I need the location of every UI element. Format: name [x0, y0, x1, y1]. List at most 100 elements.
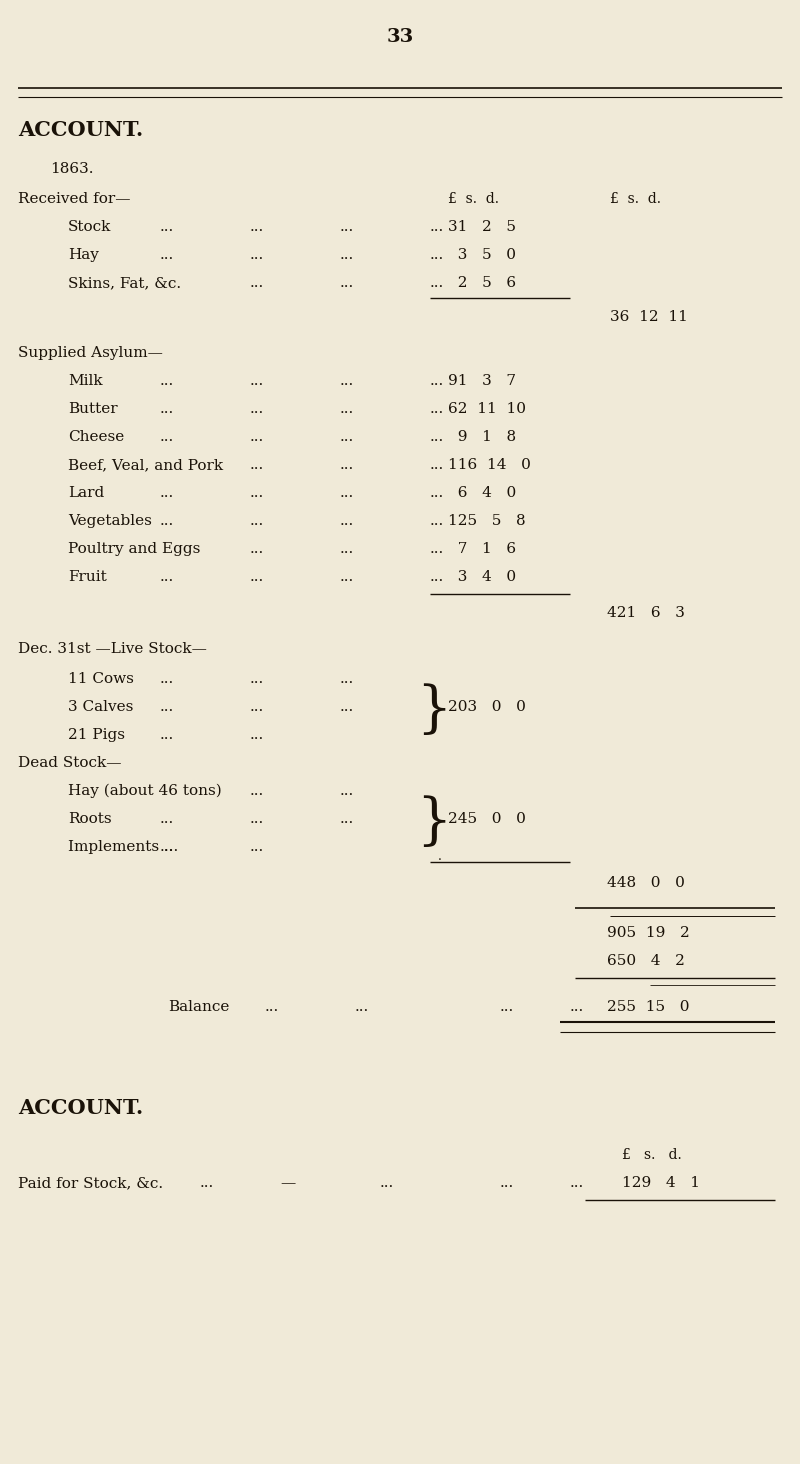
Text: 245   0   0: 245 0 0	[448, 813, 526, 826]
Text: ...: ...	[340, 373, 354, 388]
Text: ...: ...	[355, 1000, 370, 1015]
Text: }: }	[416, 684, 451, 738]
Text: ...: ...	[340, 220, 354, 234]
Text: 1863.: 1863.	[50, 163, 94, 176]
Text: ...: ...	[250, 514, 264, 529]
Text: ...: ...	[250, 785, 264, 798]
Text: 6   4   0: 6 4 0	[448, 486, 516, 501]
Text: ...: ...	[250, 458, 264, 471]
Text: Vegetables: Vegetables	[68, 514, 152, 529]
Text: ...: ...	[430, 458, 444, 471]
Text: ...: ...	[500, 1000, 514, 1015]
Text: 36  12  11: 36 12 11	[610, 310, 688, 324]
Text: ...: ...	[430, 277, 444, 290]
Text: ...: ...	[200, 1176, 214, 1190]
Text: Received for—: Received for—	[18, 192, 130, 206]
Text: £  s.  d.: £ s. d.	[610, 192, 661, 206]
Text: £   s.   d.: £ s. d.	[622, 1148, 682, 1162]
Text: .: .	[438, 851, 442, 862]
Text: ...: ...	[340, 514, 354, 529]
Text: 91   3   7: 91 3 7	[448, 373, 516, 388]
Text: ...: ...	[160, 247, 174, 262]
Text: Roots: Roots	[68, 813, 112, 826]
Text: ...: ...	[250, 486, 264, 501]
Text: ...: ...	[340, 542, 354, 556]
Text: 33: 33	[386, 28, 414, 45]
Text: ...: ...	[340, 569, 354, 584]
Text: ...: ...	[430, 430, 444, 444]
Text: 11 Cows: 11 Cows	[68, 672, 134, 687]
Text: 255  15   0: 255 15 0	[607, 1000, 690, 1015]
Text: ...: ...	[160, 403, 174, 416]
Text: ...: ...	[430, 373, 444, 388]
Text: Stock: Stock	[68, 220, 111, 234]
Text: Balance: Balance	[168, 1000, 230, 1015]
Text: ...: ...	[250, 403, 264, 416]
Text: ...: ...	[430, 247, 444, 262]
Text: ...: ...	[570, 1176, 584, 1190]
Text: ...: ...	[160, 813, 174, 826]
Text: ...: ...	[250, 569, 264, 584]
Text: 9   1   8: 9 1 8	[448, 430, 516, 444]
Text: ...: ...	[250, 247, 264, 262]
Text: ...: ...	[340, 486, 354, 501]
Text: ACCOUNT.: ACCOUNT.	[18, 1098, 143, 1118]
Text: ...: ...	[430, 403, 444, 416]
Text: Paid for Stock, &c.: Paid for Stock, &c.	[18, 1176, 163, 1190]
Text: ...: ...	[250, 542, 264, 556]
Text: Supplied Asylum—: Supplied Asylum—	[18, 346, 163, 360]
Text: 125   5   8: 125 5 8	[448, 514, 526, 529]
Text: Dead Stock—: Dead Stock—	[18, 755, 122, 770]
Text: ...: ...	[160, 430, 174, 444]
Text: ...: ...	[340, 672, 354, 687]
Text: ...: ...	[430, 569, 444, 584]
Text: ...: ...	[160, 672, 174, 687]
Text: ...: ...	[340, 458, 354, 471]
Text: ...: ...	[250, 813, 264, 826]
Text: ...: ...	[250, 728, 264, 742]
Text: ...: ...	[250, 430, 264, 444]
Text: ...: ...	[340, 247, 354, 262]
Text: 31   2   5: 31 2 5	[448, 220, 516, 234]
Text: ACCOUNT.: ACCOUNT.	[18, 120, 143, 141]
Text: 7   1   6: 7 1 6	[448, 542, 516, 556]
Text: 905  19   2: 905 19 2	[607, 927, 690, 940]
Text: ...: ...	[160, 486, 174, 501]
Text: Skins, Fat, &c.: Skins, Fat, &c.	[68, 277, 181, 290]
Text: ...: ...	[160, 569, 174, 584]
Text: Hay (about 46 tons): Hay (about 46 tons)	[68, 785, 222, 798]
Text: ...: ...	[340, 700, 354, 714]
Text: Fruit: Fruit	[68, 569, 106, 584]
Text: ...: ...	[430, 514, 444, 529]
Text: 3   5   0: 3 5 0	[448, 247, 516, 262]
Text: —: —	[280, 1176, 295, 1190]
Text: ...: ...	[340, 430, 354, 444]
Text: 21 Pigs: 21 Pigs	[68, 728, 125, 742]
Text: Lard: Lard	[68, 486, 104, 501]
Text: 650   4   2: 650 4 2	[607, 955, 685, 968]
Text: £  s.  d.: £ s. d.	[448, 192, 499, 206]
Text: Hay: Hay	[68, 247, 99, 262]
Text: 421   6   3: 421 6 3	[607, 606, 685, 619]
Text: Cheese: Cheese	[68, 430, 124, 444]
Text: 116  14   0: 116 14 0	[448, 458, 531, 471]
Text: ...: ...	[160, 373, 174, 388]
Text: 3 Calves: 3 Calves	[68, 700, 134, 714]
Text: ...: ...	[340, 403, 354, 416]
Text: ...: ...	[160, 728, 174, 742]
Text: ...: ...	[160, 514, 174, 529]
Text: ...: ...	[340, 277, 354, 290]
Text: ...: ...	[430, 220, 444, 234]
Text: 62  11  10: 62 11 10	[448, 403, 526, 416]
Text: }: }	[416, 795, 451, 851]
Text: Milk: Milk	[68, 373, 102, 388]
Text: ...: ...	[380, 1176, 394, 1190]
Text: ...: ...	[340, 813, 354, 826]
Text: ...: ...	[250, 700, 264, 714]
Text: Implements ...: Implements ...	[68, 840, 178, 854]
Text: ...: ...	[250, 672, 264, 687]
Text: ...: ...	[250, 220, 264, 234]
Text: ...: ...	[160, 700, 174, 714]
Text: ...: ...	[500, 1176, 514, 1190]
Text: Butter: Butter	[68, 403, 118, 416]
